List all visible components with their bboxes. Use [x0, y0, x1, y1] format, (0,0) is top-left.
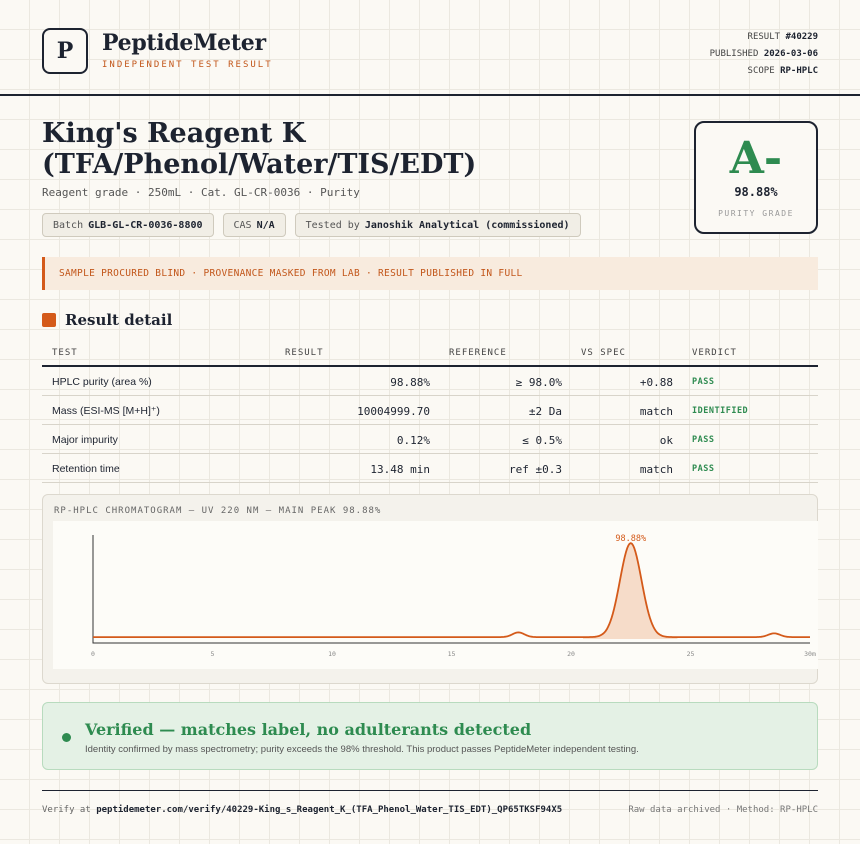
- section-heading: Result detail: [42, 311, 172, 329]
- product-subtitle: Reagent grade · 250mL · Cat. GL-CR-0036 …: [42, 186, 360, 199]
- meta-published: PUBLISHED 2026-03-06: [710, 46, 818, 63]
- header-reference: REFERENCE: [449, 348, 507, 358]
- verify-link[interactable]: peptidemeter.com/verify/40229-King_s_Rea…: [96, 805, 563, 815]
- batch-chip: Batch GLB-GL-CR-0036-8800: [42, 213, 214, 237]
- chart-plot-bg: [53, 521, 818, 669]
- cell-vs-spec: match: [639, 463, 673, 476]
- cell-vs-spec: match: [639, 405, 673, 418]
- cell-result: 98.88%: [390, 376, 430, 389]
- footer-divider: [42, 790, 818, 791]
- table-row: Mass (ESI-MS [M+H]⁺) 10004999.70 ±2 Da m…: [42, 396, 818, 425]
- cas-chip: CAS N/A: [222, 213, 286, 237]
- main-peak-area: [583, 543, 678, 639]
- cell-vs-spec: ok: [659, 434, 673, 447]
- table-row: Major impurity 0.12% ≤ 0.5% ok PASS: [42, 425, 818, 454]
- tested-by-chip: Tested by Janoshik Analytical (commission…: [294, 213, 581, 237]
- meta-scope-label: SCOPE: [747, 66, 775, 76]
- logo-letter: P: [56, 38, 74, 64]
- header-vs-spec: VS SPEC: [581, 348, 626, 358]
- x-tick-label: 0: [91, 650, 95, 658]
- x-tick-label: 25: [687, 650, 695, 658]
- product-title-line1: King's Reagent K: [42, 118, 306, 149]
- verify-label: Verify at: [42, 805, 91, 815]
- chart-axes: [92, 535, 810, 644]
- page-header: P PeptideMeter INDEPENDENT TEST RESULT R…: [0, 0, 860, 96]
- result-table: TEST RESULT REFERENCE VS SPEC VERDICT HP…: [42, 341, 818, 483]
- product-chips: Batch GLB-GL-CR-0036-8800 CAS N/A Tested b…: [42, 213, 581, 237]
- cell-reference: ref ±0.3: [509, 463, 562, 476]
- cell-vs-spec: +0.88: [639, 376, 673, 389]
- meta-published-value: 2026-03-06: [763, 49, 818, 59]
- cell-result: 10004999.70: [357, 405, 430, 418]
- verdict-badge: IDENTIFIED: [692, 406, 749, 416]
- verified-title: Verified — matches label, no adulterants…: [85, 720, 532, 739]
- x-tick-label: 10: [328, 650, 336, 658]
- section-title: Result detail: [65, 311, 173, 329]
- section-marker-icon: [42, 313, 56, 327]
- product-title: King's Reagent K (TFA/Phenol/Water/TIS/E…: [42, 118, 642, 180]
- cas-value: N/A: [256, 219, 275, 231]
- meta-result: RESULT #40229: [710, 29, 818, 46]
- header-test: TEST: [52, 348, 78, 358]
- product-title-line2: (TFA/Phenol/Water/TIS/EDT): [42, 149, 477, 180]
- blind-notice: SAMPLE PROCURED BLIND · PROVENANCE MASKE…: [42, 257, 818, 290]
- cas-label: CAS: [233, 219, 252, 231]
- cell-result: 13.48 min: [370, 463, 430, 476]
- chromatogram-chart: 98.88% 0 5 10 15 20 25 30m: [53, 521, 818, 669]
- brand-tagline: INDEPENDENT TEST RESULT: [102, 60, 273, 70]
- cell-reference: ±2 Da: [528, 405, 562, 418]
- meta-result-value: #40229: [785, 32, 818, 42]
- cell-reference: ≥ 98.0%: [515, 376, 562, 389]
- footer-method: Raw data archived · Method: RP-HPLC: [628, 805, 818, 815]
- header-verdict: VERDICT: [692, 348, 737, 358]
- batch-value: GLB-GL-CR-0036-8800: [88, 219, 203, 231]
- verdict-badge: PASS: [692, 377, 715, 387]
- cell-test: HPLC purity (area %): [52, 376, 152, 388]
- meta-scope: SCOPE RP-HPLC: [710, 63, 818, 80]
- table-row: Retention time 13.48 min ref ±0.3 match …: [42, 454, 818, 483]
- cell-reference: ≤ 0.5%: [522, 434, 562, 447]
- x-tick-label: 5: [211, 650, 215, 658]
- header-result: RESULT: [285, 348, 324, 358]
- batch-label: Batch: [53, 219, 84, 231]
- grade-card: A- 98.88% PURITY GRADE: [694, 121, 818, 234]
- peak-label: 98.88%: [615, 534, 646, 544]
- x-tick-label: 20: [567, 650, 575, 658]
- verdict-badge: PASS: [692, 464, 715, 474]
- grade-label: PURITY GRADE: [718, 209, 794, 218]
- grade-value: 98.88%: [734, 185, 778, 199]
- table-row: HPLC purity (area %) 98.88% ≥ 98.0% +0.8…: [42, 367, 818, 396]
- meta-result-label: RESULT: [747, 32, 781, 42]
- cell-test: Retention time: [52, 463, 120, 475]
- cell-result: 0.12%: [396, 434, 430, 447]
- tested-value: Janoshik Analytical (commissioned): [364, 219, 570, 231]
- meta-published-label: PUBLISHED: [709, 49, 759, 59]
- verified-dot-icon: [62, 733, 71, 742]
- verify-line: Verify at peptidemeter.com/verify/40229-…: [42, 805, 562, 815]
- chromatogram-card: RP-HPLC CHROMATOGRAM — UV 220 NM — MAIN …: [42, 494, 818, 684]
- chromatogram-trace: [93, 542, 810, 638]
- verified-text: Identity confirmed by mass spectrometry;…: [85, 744, 639, 755]
- x-tick-label: 15: [448, 650, 456, 658]
- result-meta: RESULT #40229 PUBLISHED 2026-03-06 SCOPE…: [710, 29, 818, 80]
- verified-banner: Verified — matches label, no adulterants…: [42, 702, 818, 770]
- cell-test: Mass (ESI-MS [M+H]⁺): [52, 405, 160, 417]
- brand-logo: P: [42, 28, 88, 74]
- tested-label: Tested by: [305, 219, 360, 231]
- grade-letter: A-: [729, 133, 783, 184]
- verdict-badge: PASS: [692, 435, 715, 445]
- brand-name: PeptideMeter: [102, 30, 266, 56]
- chart-title: RP-HPLC CHROMATOGRAM — UV 220 NM — MAIN …: [54, 506, 382, 516]
- cell-test: Major impurity: [52, 434, 118, 446]
- table-header: TEST RESULT REFERENCE VS SPEC VERDICT: [42, 341, 818, 367]
- x-tick-label: 30m: [804, 650, 816, 658]
- meta-scope-value: RP-HPLC: [780, 66, 818, 76]
